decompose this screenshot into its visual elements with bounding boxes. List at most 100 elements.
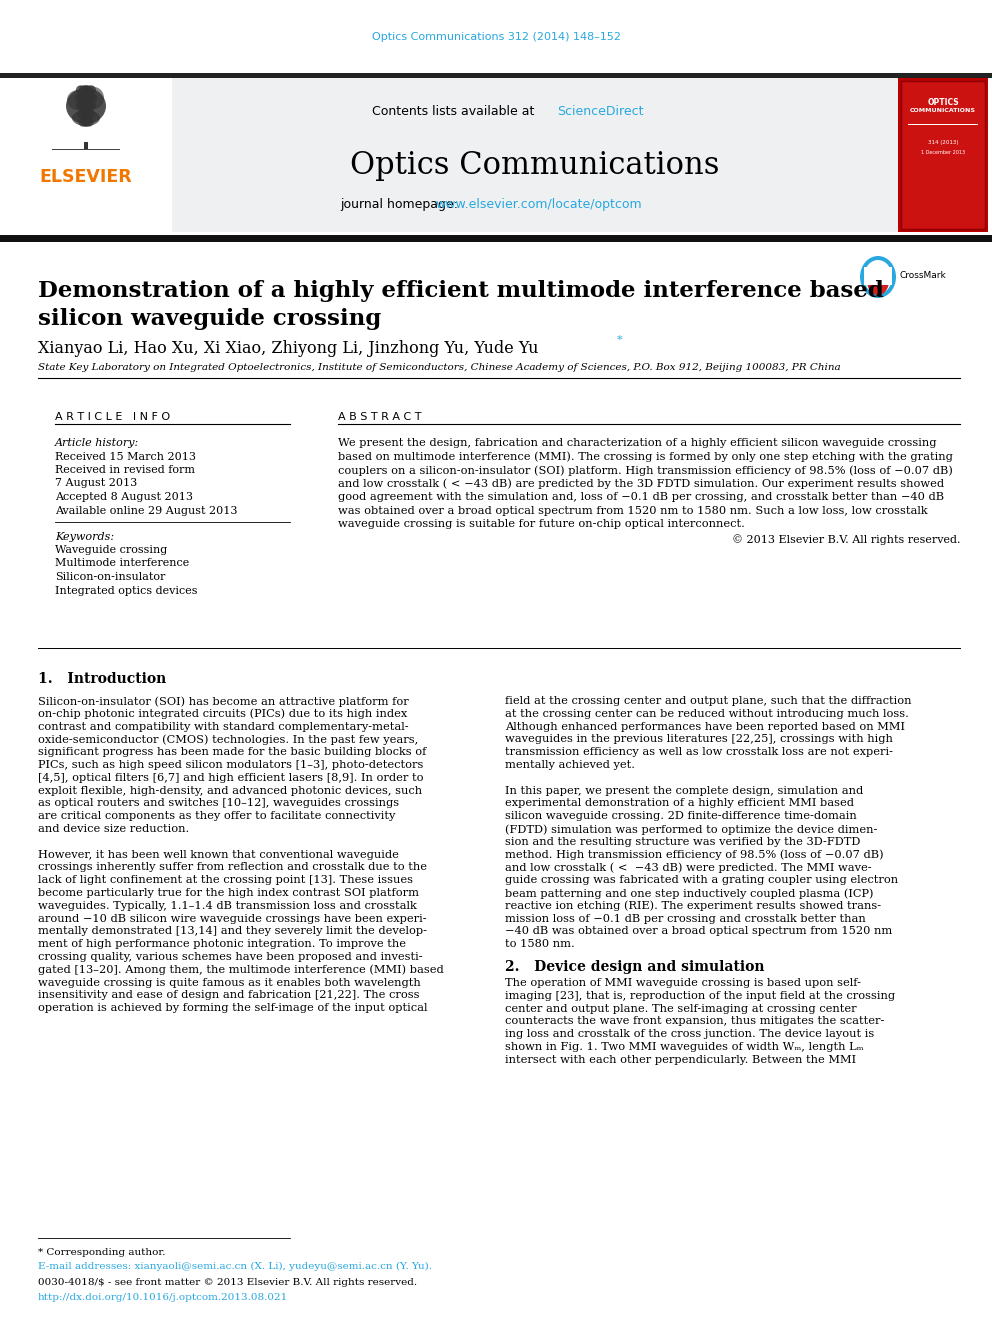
Text: A R T I C L E   I N F O: A R T I C L E I N F O xyxy=(55,411,170,422)
Text: Integrated optics devices: Integrated optics devices xyxy=(55,586,197,595)
Ellipse shape xyxy=(867,267,889,295)
Text: © 2013 Elsevier B.V. All rights reserved.: © 2013 Elsevier B.V. All rights reserved… xyxy=(731,534,960,545)
Circle shape xyxy=(84,102,92,110)
Text: crossing quality, various schemes have been proposed and investi-: crossing quality, various schemes have b… xyxy=(38,953,423,962)
Text: Article history:: Article history: xyxy=(55,438,139,448)
Text: around −10 dB silicon wire waveguide crossings have been experi-: around −10 dB silicon wire waveguide cro… xyxy=(38,914,427,923)
Text: mentally achieved yet.: mentally achieved yet. xyxy=(505,759,635,770)
Text: crossings inherently suffer from reflection and crosstalk due to the: crossings inherently suffer from reflect… xyxy=(38,863,427,872)
Text: A B S T R A C T: A B S T R A C T xyxy=(338,411,422,422)
Text: silicon waveguide crossing: silicon waveguide crossing xyxy=(38,308,381,329)
Circle shape xyxy=(82,110,90,118)
Text: couplers on a silicon-on-insulator (SOI) platform. High transmission efficiency : couplers on a silicon-on-insulator (SOI)… xyxy=(338,464,953,475)
Circle shape xyxy=(84,86,92,94)
Text: PICs, such as high speed silicon modulators [1–3], photo-detectors: PICs, such as high speed silicon modulat… xyxy=(38,759,424,770)
Circle shape xyxy=(82,86,90,94)
Text: 2.   Device design and simulation: 2. Device design and simulation xyxy=(505,960,765,974)
Text: Optics Communications: Optics Communications xyxy=(350,149,720,181)
Text: beam patterning and one step inductively coupled plasma (ICP): beam patterning and one step inductively… xyxy=(505,888,874,898)
Text: mission loss of −0.1 dB per crossing and crosstalk better than: mission loss of −0.1 dB per crossing and… xyxy=(505,914,866,923)
Bar xyxy=(901,81,985,229)
Circle shape xyxy=(82,102,90,110)
Text: Waveguide crossing: Waveguide crossing xyxy=(55,545,168,556)
Text: oxide-semiconductor (CMOS) technologies. In the past few years,: oxide-semiconductor (CMOS) technologies.… xyxy=(38,734,419,745)
Text: http://dx.doi.org/10.1016/j.optcom.2013.08.021: http://dx.doi.org/10.1016/j.optcom.2013.… xyxy=(38,1293,289,1302)
Text: We present the design, fabrication and characterization of a highly efficient si: We present the design, fabrication and c… xyxy=(338,438,936,448)
Ellipse shape xyxy=(67,90,89,110)
Text: 314 (2013): 314 (2013) xyxy=(928,140,958,146)
Text: CrossMark: CrossMark xyxy=(900,271,946,280)
Text: shown in Fig. 1. Two MMI waveguides of width Wₘ, length Lₘ: shown in Fig. 1. Two MMI waveguides of w… xyxy=(505,1043,864,1052)
Text: method. High transmission efficiency of 98.5% (loss of −0.07 dB): method. High transmission efficiency of … xyxy=(505,849,884,860)
Circle shape xyxy=(87,86,95,94)
Text: exploit flexible, high-density, and advanced photonic devices, such: exploit flexible, high-density, and adva… xyxy=(38,786,423,795)
Text: 1 December 2013: 1 December 2013 xyxy=(921,149,965,155)
Circle shape xyxy=(82,110,90,118)
Text: center and output plane. The self-imaging at crossing center: center and output plane. The self-imagin… xyxy=(505,1004,857,1013)
Ellipse shape xyxy=(66,89,106,124)
Text: sion and the resulting structure was verified by the 3D-FDTD: sion and the resulting structure was ver… xyxy=(505,837,860,847)
Text: operation is achieved by forming the self-image of the input optical: operation is achieved by forming the sel… xyxy=(38,1003,428,1013)
Text: gated [13–20]. Among them, the multimode interference (MMI) based: gated [13–20]. Among them, the multimode… xyxy=(38,964,443,975)
Text: and device size reduction.: and device size reduction. xyxy=(38,824,189,833)
Text: Keywords:: Keywords: xyxy=(55,532,114,541)
Text: guide crossing was fabricated with a grating coupler using electron: guide crossing was fabricated with a gra… xyxy=(505,876,898,885)
Circle shape xyxy=(82,94,90,102)
Circle shape xyxy=(86,110,94,118)
Text: Received in revised form: Received in revised form xyxy=(55,464,195,475)
Circle shape xyxy=(88,94,96,102)
Circle shape xyxy=(82,86,90,94)
Text: Xianyao Li, Hao Xu, Xi Xiao, Zhiyong Li, Jinzhong Yu, Yude Yu: Xianyao Li, Hao Xu, Xi Xiao, Zhiyong Li,… xyxy=(38,340,539,357)
Text: good agreement with the simulation and, loss of −0.1 dB per crossing, and crosst: good agreement with the simulation and, … xyxy=(338,492,944,501)
Text: was obtained over a broad optical spectrum from 1520 nm to 1580 nm. Such a low l: was obtained over a broad optical spectr… xyxy=(338,505,928,516)
Text: [4,5], optical filters [6,7] and high efficient lasers [8,9]. In order to: [4,5], optical filters [6,7] and high ef… xyxy=(38,773,424,783)
Text: OPTICS: OPTICS xyxy=(928,98,959,107)
Bar xyxy=(84,142,88,149)
Circle shape xyxy=(82,102,90,110)
Text: intersect with each other perpendicularly. Between the MMI: intersect with each other perpendicularl… xyxy=(505,1054,856,1065)
Circle shape xyxy=(85,118,93,126)
Text: ScienceDirect: ScienceDirect xyxy=(557,105,644,118)
Circle shape xyxy=(75,94,83,102)
Circle shape xyxy=(76,86,84,94)
Bar xyxy=(0,78,172,232)
Text: Demonstration of a highly efficient multimode interference based: Demonstration of a highly efficient mult… xyxy=(38,280,884,302)
Circle shape xyxy=(76,102,84,110)
Text: In this paper, we present the complete design, simulation and: In this paper, we present the complete d… xyxy=(505,786,863,795)
Circle shape xyxy=(79,102,87,110)
Text: −40 dB was obtained over a broad optical spectrum from 1520 nm: −40 dB was obtained over a broad optical… xyxy=(505,926,892,937)
Text: imaging [23], that is, reproduction of the input field at the crossing: imaging [23], that is, reproduction of t… xyxy=(505,991,895,1000)
Text: waveguide crossing is suitable for future on-chip optical interconnect.: waveguide crossing is suitable for futur… xyxy=(338,519,745,529)
Circle shape xyxy=(87,102,95,110)
Text: transmission efficiency as well as low crosstalk loss are not experi-: transmission efficiency as well as low c… xyxy=(505,747,893,757)
Text: The operation of MMI waveguide crossing is based upon self-: The operation of MMI waveguide crossing … xyxy=(505,978,861,988)
Ellipse shape xyxy=(72,110,100,126)
Text: ELSEVIER: ELSEVIER xyxy=(40,168,132,187)
Circle shape xyxy=(79,86,87,94)
Text: State Key Laboratory on Integrated Optoelectronics, Institute of Semiconductors,: State Key Laboratory on Integrated Optoe… xyxy=(38,363,840,372)
Text: Accepted 8 August 2013: Accepted 8 August 2013 xyxy=(55,492,193,501)
Text: at the crossing center can be reduced without introducing much loss.: at the crossing center can be reduced wi… xyxy=(505,709,909,718)
Text: Contents lists available at: Contents lists available at xyxy=(372,105,539,118)
Bar xyxy=(0,73,992,78)
Ellipse shape xyxy=(84,87,104,108)
Circle shape xyxy=(79,118,87,126)
Text: Available online 29 August 2013: Available online 29 August 2013 xyxy=(55,505,237,516)
Text: insensitivity and ease of design and fabrication [21,22]. The cross: insensitivity and ease of design and fab… xyxy=(38,991,420,1000)
Bar xyxy=(864,267,892,284)
Bar xyxy=(52,148,120,149)
Text: E-mail addresses: xianyaoli@semi.ac.cn (X. Li), yudeyu@semi.ac.cn (Y. Yu).: E-mail addresses: xianyaoli@semi.ac.cn (… xyxy=(38,1262,432,1271)
Text: silicon waveguide crossing. 2D finite-difference time-domain: silicon waveguide crossing. 2D finite-di… xyxy=(505,811,857,822)
Text: based on multimode interference (MMI). The crossing is formed by only one step e: based on multimode interference (MMI). T… xyxy=(338,451,953,462)
Text: journal homepage:: journal homepage: xyxy=(340,198,462,210)
Text: and low crosstalk ( <  −43 dB) were predicted. The MMI wave-: and low crosstalk ( < −43 dB) were predi… xyxy=(505,863,872,873)
Circle shape xyxy=(77,110,85,118)
Text: are critical components as they offer to facilitate connectivity: are critical components as they offer to… xyxy=(38,811,396,822)
Ellipse shape xyxy=(860,255,896,298)
Text: waveguide crossing is quite famous as it enables both wavelength: waveguide crossing is quite famous as it… xyxy=(38,978,421,987)
Bar xyxy=(0,235,992,242)
Circle shape xyxy=(78,94,86,102)
Text: 0030-4018/$ - see front matter © 2013 Elsevier B.V. All rights reserved.: 0030-4018/$ - see front matter © 2013 El… xyxy=(38,1278,417,1287)
Text: contrast and compatibility with standard complementary-metal-: contrast and compatibility with standard… xyxy=(38,721,409,732)
Text: However, it has been well known that conventional waveguide: However, it has been well known that con… xyxy=(38,849,399,860)
